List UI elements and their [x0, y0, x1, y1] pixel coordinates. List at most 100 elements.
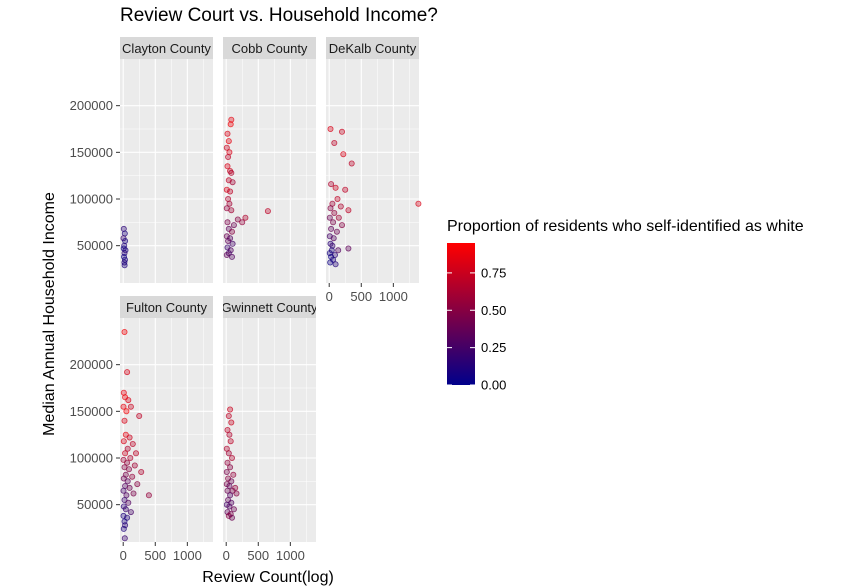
data-point: [242, 214, 249, 221]
data-point: [228, 514, 235, 521]
x-tick-label: 1000: [276, 548, 305, 563]
y-tick-label: 200000: [70, 357, 113, 372]
data-point: [327, 259, 334, 266]
data-point: [415, 200, 422, 207]
data-point: [223, 186, 230, 193]
data-point: [328, 181, 335, 188]
data-point: [224, 487, 231, 494]
data-point: [264, 208, 271, 215]
data-point: [225, 138, 232, 145]
x-tick-label: 500: [247, 548, 269, 563]
facet-strip: [120, 37, 213, 59]
data-point: [345, 245, 352, 252]
data-point: [331, 139, 338, 146]
y-tick-label: 50000: [77, 497, 113, 512]
data-point: [125, 397, 132, 404]
data-point: [330, 219, 337, 226]
data-point: [120, 438, 127, 445]
legend-tick-label: 0.00: [481, 378, 506, 393]
y-tick-label: 100000: [70, 451, 113, 466]
data-point: [122, 237, 129, 244]
data-point: [342, 186, 349, 193]
facet-strip: [223, 296, 316, 318]
x-tick-label: 0: [223, 548, 230, 563]
facet-dekalb-county: DeKalb County: [326, 37, 422, 283]
data-point: [226, 431, 233, 438]
data-point: [227, 188, 234, 195]
data-point: [234, 216, 241, 223]
x-tick-label: 500: [144, 548, 166, 563]
color-legend: Proportion of residents who self-identif…: [447, 218, 804, 393]
facet-label: Cobb County: [232, 41, 308, 56]
data-point: [333, 228, 340, 235]
data-point: [230, 471, 237, 478]
data-point: [334, 195, 341, 202]
data-point: [126, 434, 133, 441]
y-tick-label: 150000: [70, 145, 113, 160]
data-point: [225, 153, 232, 160]
facet-panel: [223, 318, 316, 542]
data-point: [227, 406, 234, 413]
y-tick-label: 50000: [77, 238, 113, 253]
data-point: [225, 512, 232, 519]
data-point: [228, 207, 235, 214]
data-point: [225, 412, 232, 419]
data-point: [127, 454, 134, 461]
data-point: [136, 412, 143, 419]
data-point: [126, 466, 133, 473]
data-point: [227, 438, 234, 445]
data-point: [138, 468, 145, 475]
data-point: [120, 475, 127, 482]
data-point: [335, 247, 342, 254]
facet-panel: [120, 59, 213, 283]
facet-clayton-county: Clayton County: [120, 37, 213, 283]
data-point: [122, 506, 129, 513]
x-tick-label: 1000: [173, 548, 202, 563]
facet-panels: Clayton County Cobb County DeKalb County Fu…: [120, 37, 422, 542]
data-point: [226, 200, 233, 207]
y-axis-title: Median Annual Household Income: [41, 192, 58, 436]
data-point: [134, 481, 141, 488]
legend-tick-label: 0.50: [481, 303, 506, 318]
facet-panel: [223, 59, 316, 283]
data-point: [328, 225, 335, 232]
facet-label: DeKalb County: [329, 41, 417, 56]
data-point: [127, 509, 134, 516]
data-point: [223, 144, 230, 151]
data-point: [130, 490, 137, 497]
y-tick-label: 200000: [70, 98, 113, 113]
data-point: [329, 242, 336, 249]
data-point: [230, 506, 237, 513]
facet-strip: [326, 37, 419, 59]
data-point: [131, 462, 138, 469]
legend-tick-label: 0.75: [481, 265, 506, 280]
data-point: [121, 417, 128, 424]
data-point: [122, 450, 129, 457]
data-point: [331, 209, 338, 216]
legend-tick-label: 0.25: [481, 340, 506, 355]
x-tick-label: 1000: [379, 289, 408, 304]
facet-label: Clayton County: [122, 41, 211, 56]
data-point: [327, 126, 334, 133]
data-point: [129, 473, 136, 480]
data-point: [233, 490, 240, 497]
data-point: [229, 240, 236, 247]
data-point: [228, 253, 235, 260]
data-point: [229, 179, 236, 186]
data-point: [337, 203, 344, 210]
data-point: [121, 328, 128, 335]
legend-colorbar: [447, 243, 475, 385]
data-point: [340, 151, 347, 158]
x-tick-label: 0: [120, 548, 127, 563]
data-point: [228, 454, 235, 461]
data-point: [126, 484, 133, 491]
data-point: [121, 262, 128, 269]
y-tick-label: 100000: [70, 192, 113, 207]
data-point: [120, 225, 127, 232]
x-tick-label: 0: [326, 289, 333, 304]
data-point: [228, 228, 235, 235]
data-point: [223, 468, 230, 475]
facet-label: Fulton County: [126, 300, 207, 315]
